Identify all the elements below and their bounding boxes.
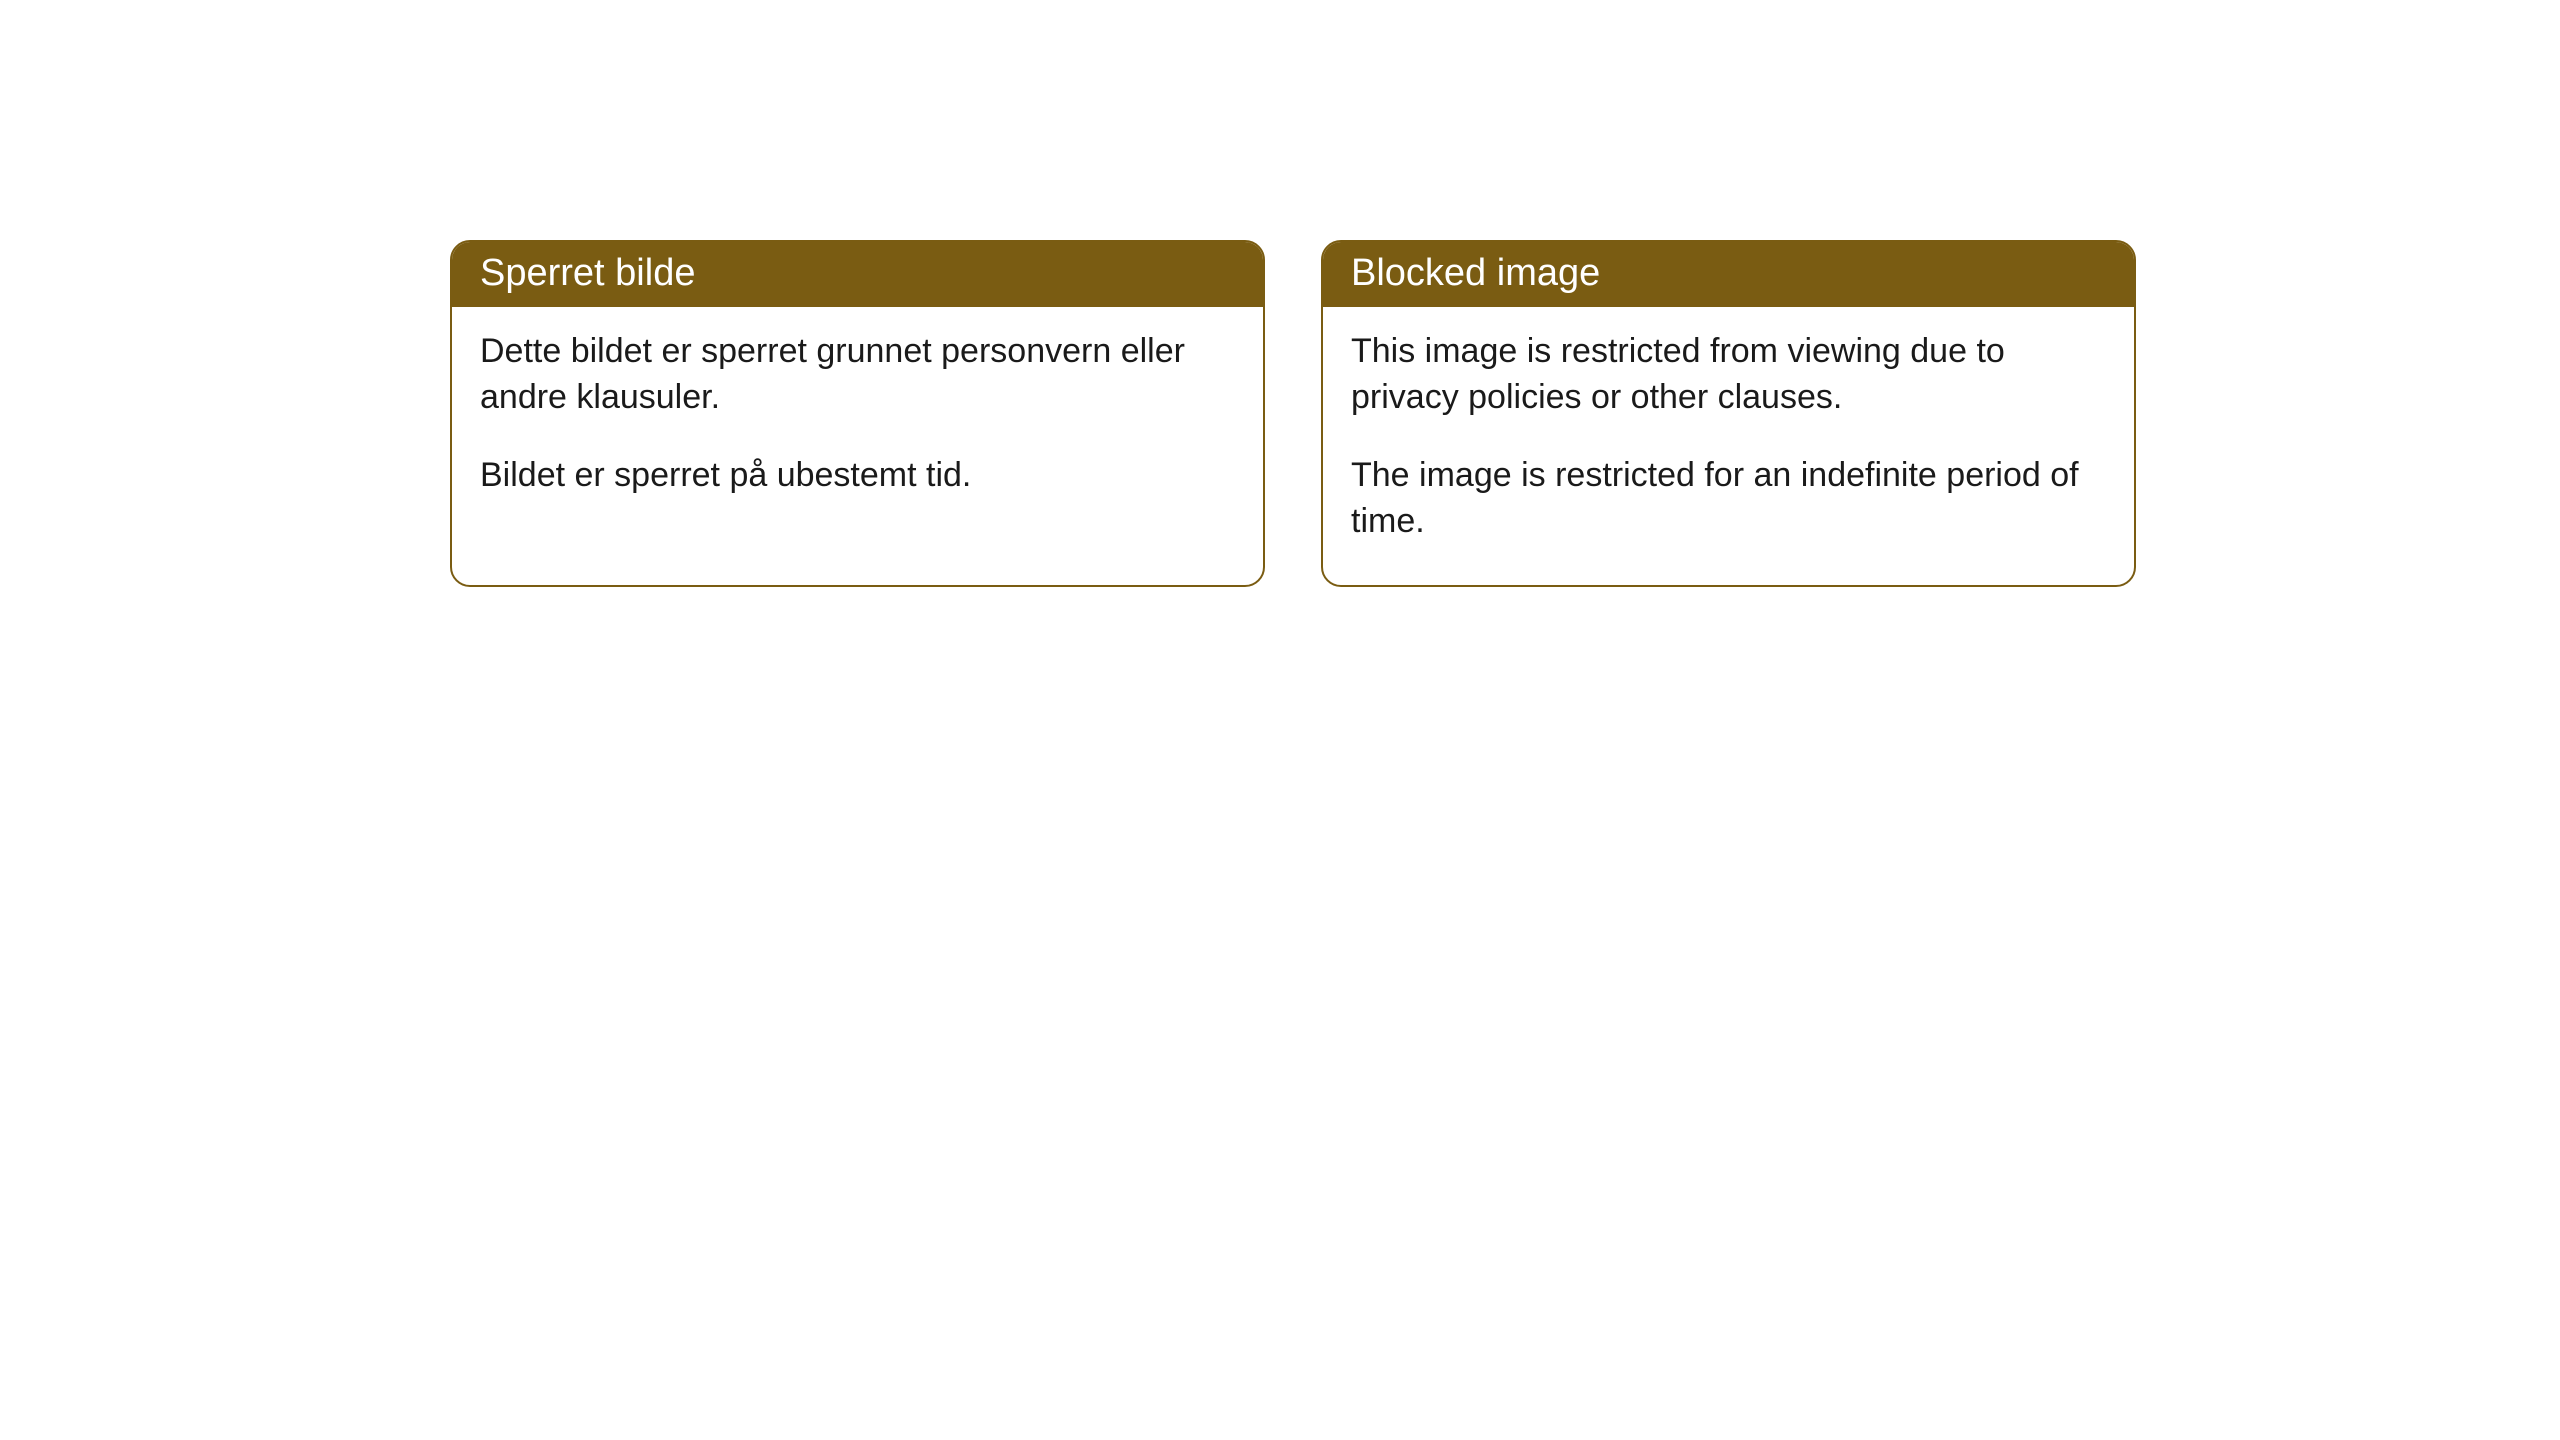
notice-cards-container: Sperret bilde Dette bildet er sperret gr… [0, 0, 2560, 587]
card-paragraph: The image is restricted for an indefinit… [1351, 453, 2106, 545]
card-header: Blocked image [1323, 242, 2134, 307]
card-paragraph: Bildet er sperret på ubestemt tid. [480, 453, 1235, 499]
blocked-image-card-no: Sperret bilde Dette bildet er sperret gr… [450, 240, 1265, 587]
card-body: Dette bildet er sperret grunnet personve… [452, 307, 1263, 539]
card-paragraph: Dette bildet er sperret grunnet personve… [480, 329, 1235, 421]
card-title: Sperret bilde [480, 252, 695, 294]
card-header: Sperret bilde [452, 242, 1263, 307]
card-paragraph: This image is restricted from viewing du… [1351, 329, 2106, 421]
blocked-image-card-en: Blocked image This image is restricted f… [1321, 240, 2136, 587]
card-body: This image is restricted from viewing du… [1323, 307, 2134, 585]
card-title: Blocked image [1351, 252, 1600, 294]
